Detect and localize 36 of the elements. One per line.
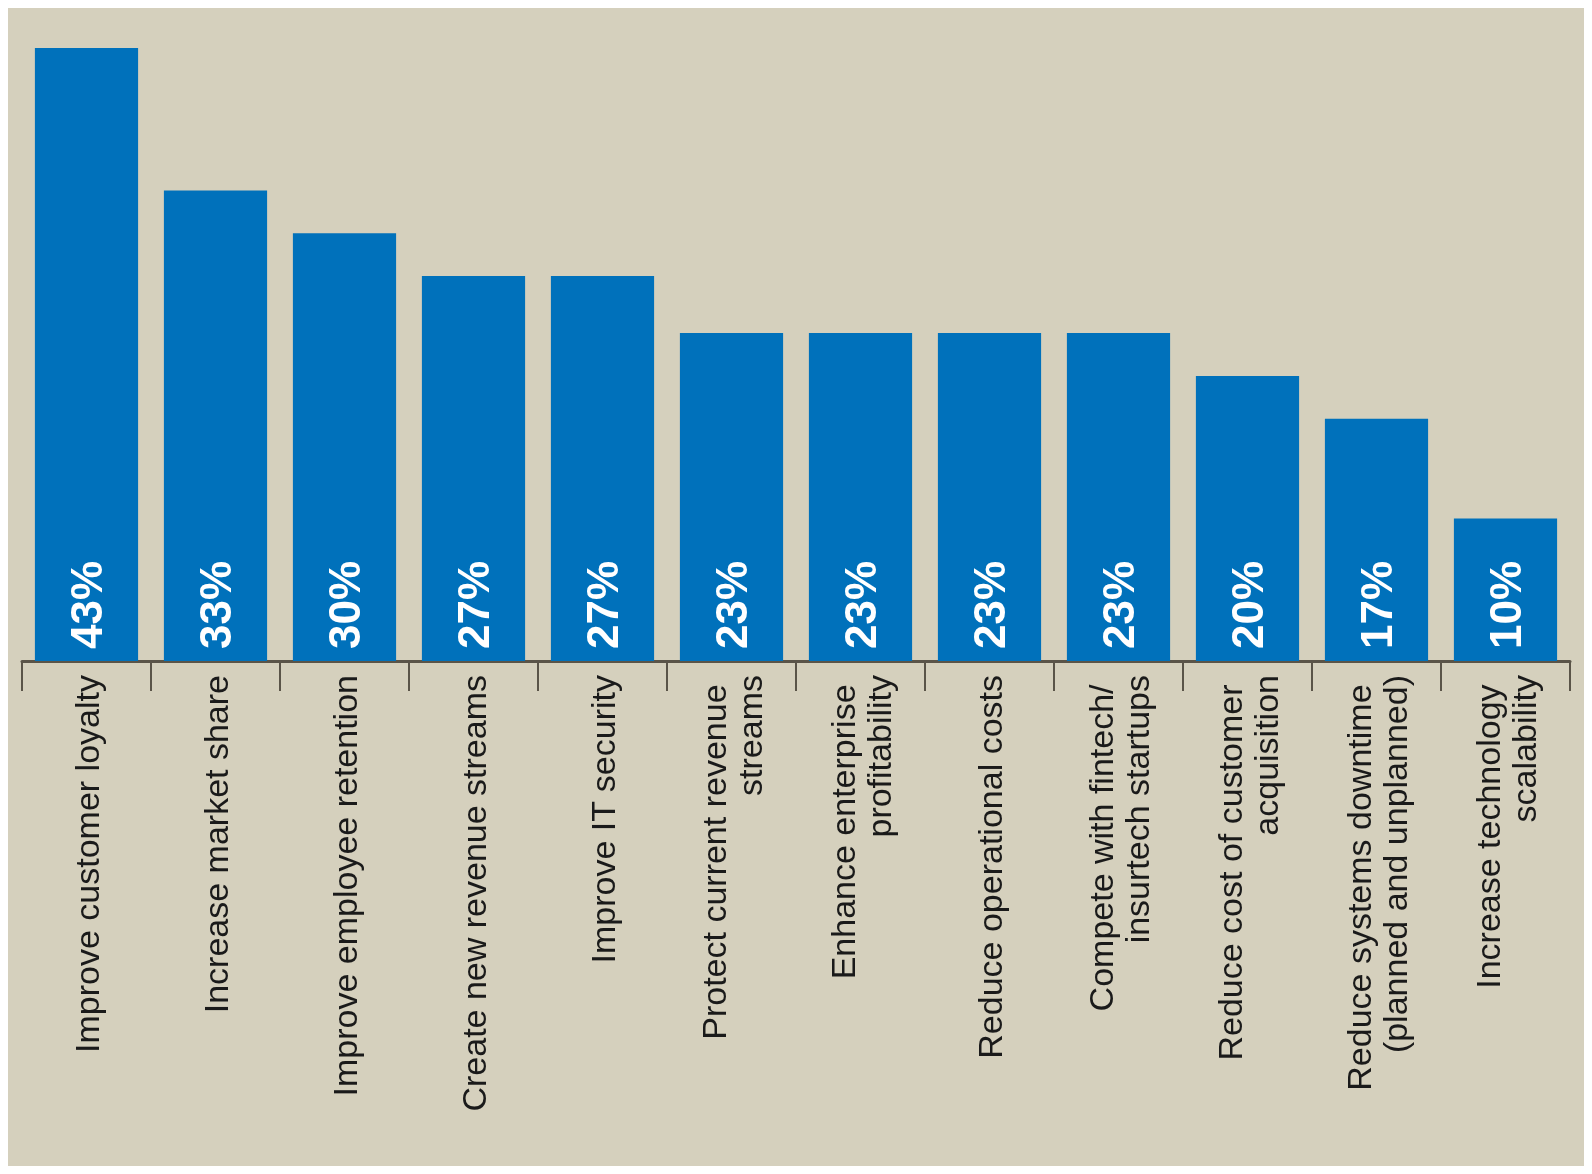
bar (292, 233, 397, 661)
data-label: 33% (191, 560, 240, 649)
bar (34, 48, 139, 661)
bar (163, 190, 268, 661)
bar (1066, 333, 1171, 661)
x-tick-label: Reduce cost of customer acquisition (1210, 675, 1285, 1061)
x-tick-label: Reduce systems downtime (planned and unplanned) (1339, 675, 1414, 1091)
data-label: 23% (965, 560, 1014, 649)
data-label: 23% (1094, 560, 1143, 649)
data-label: 27% (449, 560, 498, 649)
data-label: 30% (320, 560, 369, 649)
x-tick-label: Improve employee retention (325, 675, 364, 1097)
x-tick-label: Enhance enterprise profitability (823, 675, 898, 980)
x-tick-label: Increase market share (196, 675, 235, 1014)
x-tick-label: Protect current revenue streams (694, 675, 769, 1040)
x-tick-label: Improve IT security (583, 675, 622, 964)
x-tick-label: Increase technology scalability (1468, 675, 1543, 989)
bar (550, 276, 655, 661)
data-label: 23% (707, 560, 756, 649)
bar (679, 333, 784, 661)
data-label: 17% (1352, 560, 1401, 649)
bar (808, 333, 913, 661)
bar (1324, 418, 1429, 661)
data-label: 10% (1481, 560, 1530, 649)
data-label: 43% (62, 560, 111, 649)
data-label: 23% (836, 560, 885, 649)
x-tick-label: Improve customer loyalty (67, 675, 106, 1053)
x-tick-label: Compete with fintech/ insurtech startups (1081, 675, 1156, 1012)
data-label: 20% (1223, 560, 1272, 649)
bar (421, 276, 526, 661)
x-tick-label: Reduce operational costs (970, 675, 1009, 1059)
x-tick-label: Create new revenue streams (454, 675, 493, 1112)
data-label: 27% (578, 560, 627, 649)
bar (937, 333, 1042, 661)
bar (1453, 518, 1558, 661)
bar (1195, 375, 1300, 661)
